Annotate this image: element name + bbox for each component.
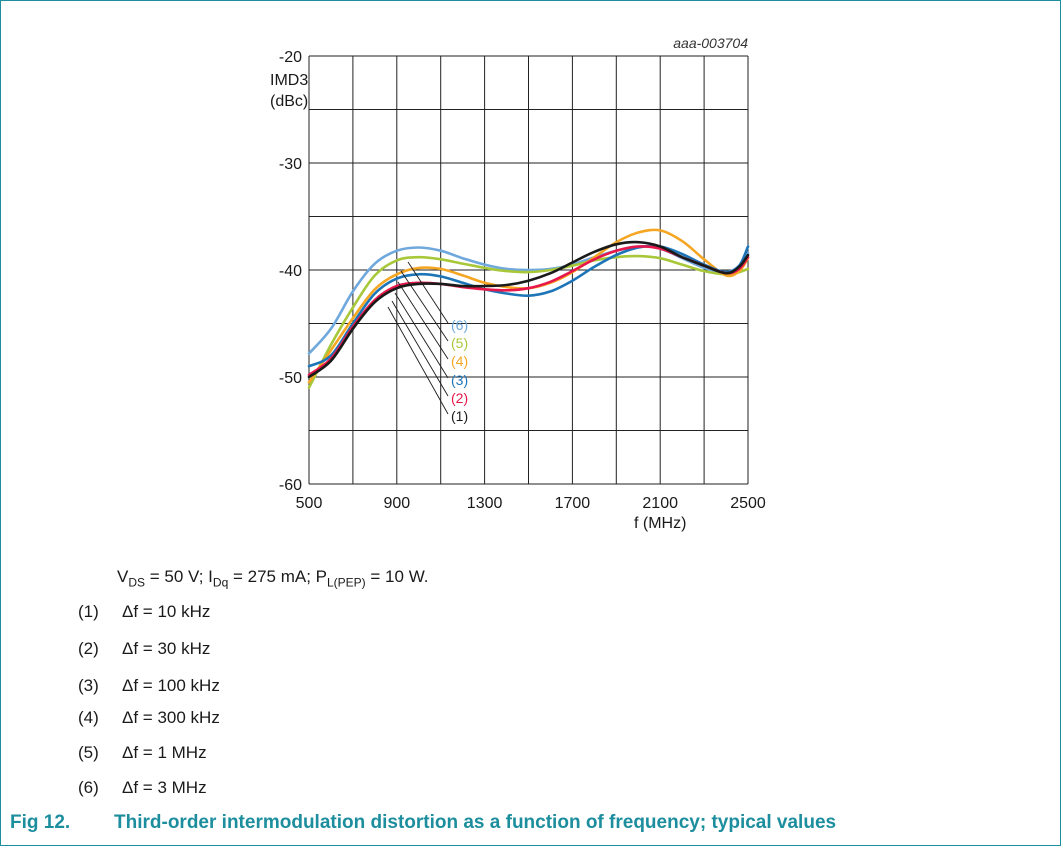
x-tick-label: 1700 xyxy=(555,495,591,512)
imd3-chart: 500 900 1300 1700 2100 2500 -20 -30 -40 -50 -60 IMD… xyxy=(270,35,766,532)
x-tick-label: 2500 xyxy=(730,495,766,512)
leader-line xyxy=(400,270,449,342)
leader-line xyxy=(394,292,449,379)
chart-axes: 500 900 1300 1700 2100 2500 -20 -30 -40 -50 -60 IMD… xyxy=(270,35,766,532)
chart-annotations: (6) (5) (4) (3) (2) (1) xyxy=(387,261,468,424)
x-axis-label: f (MHz) xyxy=(634,515,686,532)
y-tick-label: -60 xyxy=(279,477,302,494)
curve-label: (5) xyxy=(451,335,468,351)
leader-line xyxy=(397,281,449,360)
y-axis-unit-label: (dBc) xyxy=(270,93,308,110)
curve-label: (4) xyxy=(451,353,468,369)
curve-label: (1) xyxy=(451,408,468,424)
curve-label: (2) xyxy=(451,390,468,406)
x-tick-label: 900 xyxy=(383,495,410,512)
series-line-6 xyxy=(307,245,750,355)
y-axis-label: IMD3 xyxy=(270,72,308,89)
y-tick-label: -40 xyxy=(279,263,302,280)
x-tick-label: 500 xyxy=(296,495,323,512)
curve-label: (3) xyxy=(451,372,468,388)
figure-code: aaa-003704 xyxy=(673,35,748,51)
leader-line xyxy=(407,261,449,324)
series-line-1 xyxy=(307,240,750,379)
x-tick-label: 2100 xyxy=(642,495,678,512)
x-tick-label: 1300 xyxy=(467,495,503,512)
y-tick-label: -30 xyxy=(279,156,302,173)
leader-line xyxy=(387,306,449,415)
series-line-3 xyxy=(307,244,750,368)
chart-series xyxy=(307,228,750,389)
curve-label: (6) xyxy=(451,317,468,333)
y-tick-label: -50 xyxy=(279,370,302,387)
y-tick-label: -20 xyxy=(279,49,302,66)
series-line-5 xyxy=(307,254,750,389)
leader-line xyxy=(391,300,449,397)
